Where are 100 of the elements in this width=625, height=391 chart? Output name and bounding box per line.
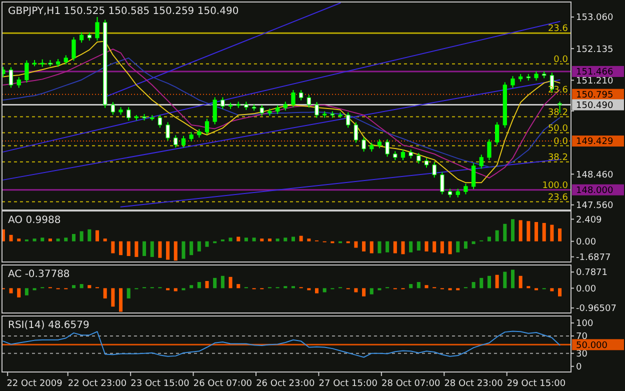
chart-title: AO 0.9988: [8, 215, 61, 226]
bar: [182, 241, 186, 259]
annotation: 23.6: [548, 24, 568, 34]
bar: [518, 276, 522, 288]
candlestick: [362, 136, 366, 152]
bar: [432, 241, 436, 252]
bar: [409, 284, 413, 288]
bar: [17, 288, 21, 298]
bar: [17, 238, 21, 242]
bar: [440, 241, 444, 254]
bar: [142, 241, 146, 256]
bar: [48, 238, 52, 242]
bar: [56, 238, 60, 242]
annotation: 38.2: [548, 108, 568, 118]
candlestick: [174, 134, 178, 148]
bar: [126, 241, 130, 256]
ref-line-label: 151.466: [576, 68, 614, 78]
bar: [354, 288, 358, 292]
bar: [9, 234, 13, 242]
x-tick-label: 23 Oct 15:00: [130, 379, 190, 389]
bar: [393, 241, 397, 254]
bar: [244, 238, 248, 242]
x-tick-label: 26 Oct 07:00: [193, 379, 252, 389]
candlestick: [95, 16, 100, 42]
candlestick: [510, 76, 515, 88]
y-tick-label: 0: [576, 362, 582, 373]
candlestick: [471, 162, 476, 190]
bar: [72, 285, 76, 288]
y-tick-label: 0.7871: [576, 268, 608, 278]
x-tick-label: 26 Oct 23:00: [256, 379, 316, 389]
candlestick: [126, 106, 131, 122]
candlestick: [158, 114, 162, 128]
candlestick: [64, 54, 68, 65]
bar: [166, 241, 170, 260]
bar: [495, 274, 499, 288]
bar: [370, 288, 374, 294]
y-tick-label: -0.96507: [576, 304, 616, 314]
bar: [456, 241, 460, 252]
x-tick-label: 22 Oct 2009: [6, 379, 63, 389]
bar: [88, 285, 92, 288]
bar: [487, 276, 491, 288]
candlestick: [534, 70, 538, 82]
bar: [9, 288, 13, 294]
annotation: 0.0: [554, 136, 568, 147]
y-tick-label: 100: [576, 319, 594, 330]
bar: [386, 241, 390, 252]
bar: [190, 285, 194, 288]
candlestick: [346, 112, 350, 128]
bar: [362, 241, 366, 252]
x-tick-label: 22 Oct 23:00: [68, 379, 127, 389]
candlestick: [464, 183, 468, 195]
candlestick: [354, 122, 358, 144]
bar: [134, 241, 138, 257]
candlestick: [16, 76, 21, 88]
bar: [480, 278, 484, 288]
y-tick-label: 152.135: [576, 44, 614, 55]
annotation: 100.0: [542, 180, 568, 191]
candlestick: [220, 96, 225, 110]
bar: [126, 288, 130, 298]
bar: [378, 241, 382, 254]
candlestick: [479, 154, 484, 170]
y-tick-label: 0.00: [576, 237, 596, 248]
candlestick: [291, 90, 296, 108]
bar: [197, 241, 201, 252]
bar: [550, 288, 554, 292]
bar: [24, 288, 28, 296]
x-tick-label: 28 Oct 23:00: [444, 379, 504, 389]
y-tick-label: 151.210: [576, 76, 614, 86]
bar: [542, 222, 546, 242]
annotation: 0.0: [554, 54, 568, 65]
bar: [103, 288, 107, 298]
bar: [205, 281, 209, 288]
bar: [550, 224, 554, 242]
bar: [510, 219, 515, 242]
bar: [495, 230, 499, 242]
bar: [72, 234, 76, 242]
candlestick: [8, 66, 14, 88]
bar: [362, 288, 366, 296]
bar: [150, 241, 154, 257]
bar: [510, 270, 515, 288]
bar: [32, 238, 36, 242]
candlestick: [299, 90, 304, 101]
candlestick: [166, 122, 170, 142]
candlestick: [416, 152, 421, 164]
candlestick: [2, 66, 6, 78]
ref-line-label: 148.000: [576, 186, 614, 196]
ref-line-label: 149.429: [576, 137, 614, 148]
bar: [307, 238, 311, 242]
y-tick-label: 148.460: [576, 170, 614, 180]
bar: [534, 222, 538, 242]
bar: [487, 236, 491, 242]
y-tick-label: 153.060: [576, 13, 614, 24]
candlestick: [314, 102, 319, 118]
candlestick: [400, 149, 406, 161]
bar: [518, 220, 522, 242]
bar: [409, 241, 413, 252]
chart-title: RSI(14) 48.6579: [8, 320, 90, 331]
bar: [174, 241, 178, 261]
bar: [503, 272, 507, 288]
line-series: [2, 330, 560, 358]
